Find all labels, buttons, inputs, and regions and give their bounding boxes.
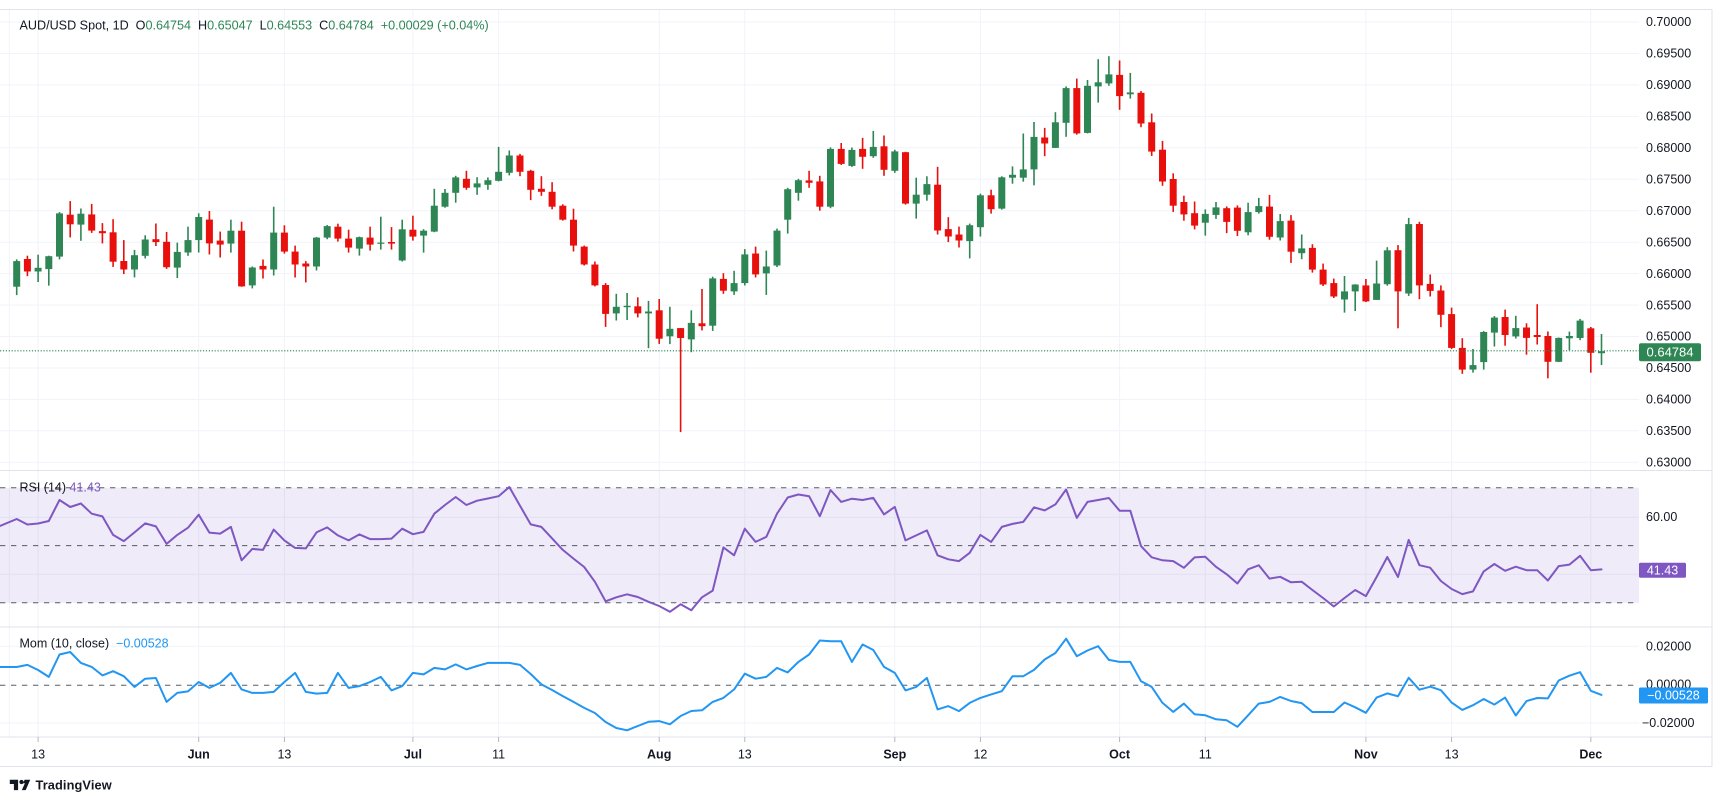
svg-text:12: 12	[973, 748, 987, 762]
svg-text:Jul: Jul	[404, 748, 422, 762]
svg-text:Oct: Oct	[1109, 748, 1131, 762]
svg-text:0.68000: 0.68000	[1646, 141, 1691, 155]
svg-text:0.66000: 0.66000	[1646, 267, 1691, 281]
svg-text:Jun: Jun	[188, 748, 210, 762]
svg-text:Dec: Dec	[1579, 748, 1602, 762]
svg-text:0.65500: 0.65500	[1646, 298, 1691, 312]
svg-text:0.69500: 0.69500	[1646, 47, 1691, 61]
svg-text:13: 13	[31, 748, 45, 762]
svg-text:11: 11	[1199, 748, 1212, 762]
svg-text:0.02000: 0.02000	[1646, 639, 1691, 653]
svg-text:0.63500: 0.63500	[1646, 424, 1691, 438]
svg-text:13: 13	[738, 748, 752, 762]
svg-text:0.69000: 0.69000	[1646, 78, 1691, 92]
svg-text:Nov: Nov	[1354, 748, 1378, 762]
svg-text:TradingView: TradingView	[36, 777, 112, 792]
svg-text:0.68500: 0.68500	[1646, 110, 1691, 124]
svg-text:0.67000: 0.67000	[1646, 204, 1691, 218]
svg-text:0.70000: 0.70000	[1646, 15, 1691, 29]
svg-text:0.65000: 0.65000	[1646, 330, 1691, 344]
svg-text:Mom (10, close) −0.00528: Mom (10, close) −0.00528	[20, 637, 169, 651]
svg-text:0.64000: 0.64000	[1646, 393, 1691, 407]
svg-text:Sep: Sep	[883, 748, 906, 762]
svg-text:−0.02000: −0.02000	[1642, 716, 1695, 730]
svg-text:41.43: 41.43	[1647, 564, 1678, 578]
svg-text:Aug: Aug	[647, 748, 671, 762]
svg-text:0.64784: 0.64784	[1647, 345, 1694, 360]
svg-text:0.67500: 0.67500	[1646, 173, 1691, 187]
svg-text:−0.00528: −0.00528	[1647, 689, 1700, 703]
svg-text:0.63000: 0.63000	[1646, 456, 1691, 470]
svg-text:60.00: 60.00	[1646, 510, 1677, 524]
svg-text:13: 13	[1445, 748, 1459, 762]
svg-text:AUD/USD Spot, 1D O0.64754 H0: AUD/USD Spot, 1D O0.64754 H0.65047 L0.64…	[20, 19, 489, 33]
svg-text:RSI (14) 41.43: RSI (14) 41.43	[20, 481, 101, 495]
svg-text:0.66500: 0.66500	[1646, 235, 1691, 249]
svg-text:0.64500: 0.64500	[1646, 361, 1691, 375]
svg-text:13: 13	[277, 748, 291, 762]
svg-text:11: 11	[492, 748, 505, 762]
